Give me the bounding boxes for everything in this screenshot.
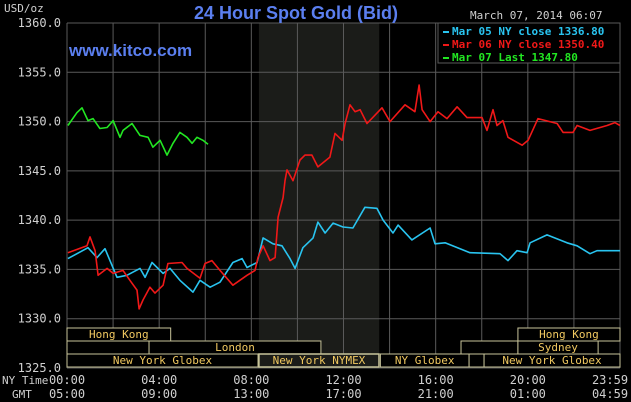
watermark-url: www.kitco.com (68, 41, 192, 60)
x-tick-label: 16:00 (418, 373, 454, 387)
x-tick-label: 04:59 (592, 387, 628, 401)
legend-swatch (443, 44, 449, 46)
session-box (460, 340, 519, 355)
y-tick-label: 1350.0 (18, 115, 61, 129)
x-tick-label: 01:00 (510, 387, 546, 401)
x-tick-label: 08:00 (233, 373, 269, 387)
x-axis-row-label: GMT (12, 388, 32, 401)
session-label: Hong Kong (89, 328, 149, 341)
x-axis-row-label: NY Time (2, 374, 48, 387)
series-line-2 (67, 107, 209, 156)
legend-entry: Mar 06 NY close 1350.40 (452, 38, 604, 51)
legend-swatch (443, 57, 449, 59)
timestamp: March 07, 2014 06:07 (470, 9, 602, 22)
x-tick-label: 09:00 (141, 387, 177, 401)
series-line-0 (67, 206, 620, 293)
y-tick-label: 1330.0 (18, 312, 61, 326)
session-label: NY Globex (395, 354, 455, 367)
x-tick-label: 00:00 (49, 373, 85, 387)
y-tick-label: 1345.0 (18, 164, 61, 178)
session-box (483, 353, 621, 368)
session-label: London (215, 341, 255, 354)
x-tick-label: 13:00 (233, 387, 269, 401)
legend-entry: Mar 07 Last 1347.80 (452, 51, 578, 64)
y-tick-label: 1355.0 (18, 65, 61, 79)
nymex-session-band (258, 23, 380, 368)
x-tick-label: 04:00 (141, 373, 177, 387)
x-tick-label: 12:00 (325, 373, 361, 387)
x-tick-label: 21:00 (418, 387, 454, 401)
legend-entry: Mar 05 NY close 1336.80 (452, 25, 604, 38)
chart-title: 24 Hour Spot Gold (Bid) (194, 3, 398, 23)
session-label: New York Globex (502, 354, 602, 367)
y-tick-label: 1325.0 (18, 361, 61, 375)
y-tick-label: 1360.0 (18, 16, 61, 30)
x-tick-label: 17:00 (325, 387, 361, 401)
session-label: Hong Kong (539, 328, 599, 341)
session-box (66, 353, 259, 368)
session-box (258, 353, 380, 368)
x-tick-label: 05:00 (49, 387, 85, 401)
session-box (468, 353, 485, 368)
session-label: New York NYMEX (273, 354, 366, 367)
session-box (66, 340, 150, 355)
legend-box (437, 22, 621, 64)
y-tick-label: 1340.0 (18, 213, 61, 227)
series-line-1 (67, 84, 621, 310)
session-label: New York Globex (113, 354, 213, 367)
y-axis-unit: USD/oz (4, 2, 44, 15)
legend-swatch (443, 31, 449, 33)
x-tick-label: 23:59 (592, 373, 628, 387)
y-tick-label: 1335.0 (18, 262, 61, 276)
x-tick-label: 20:00 (510, 373, 546, 387)
session-label: Sydney (538, 341, 578, 354)
